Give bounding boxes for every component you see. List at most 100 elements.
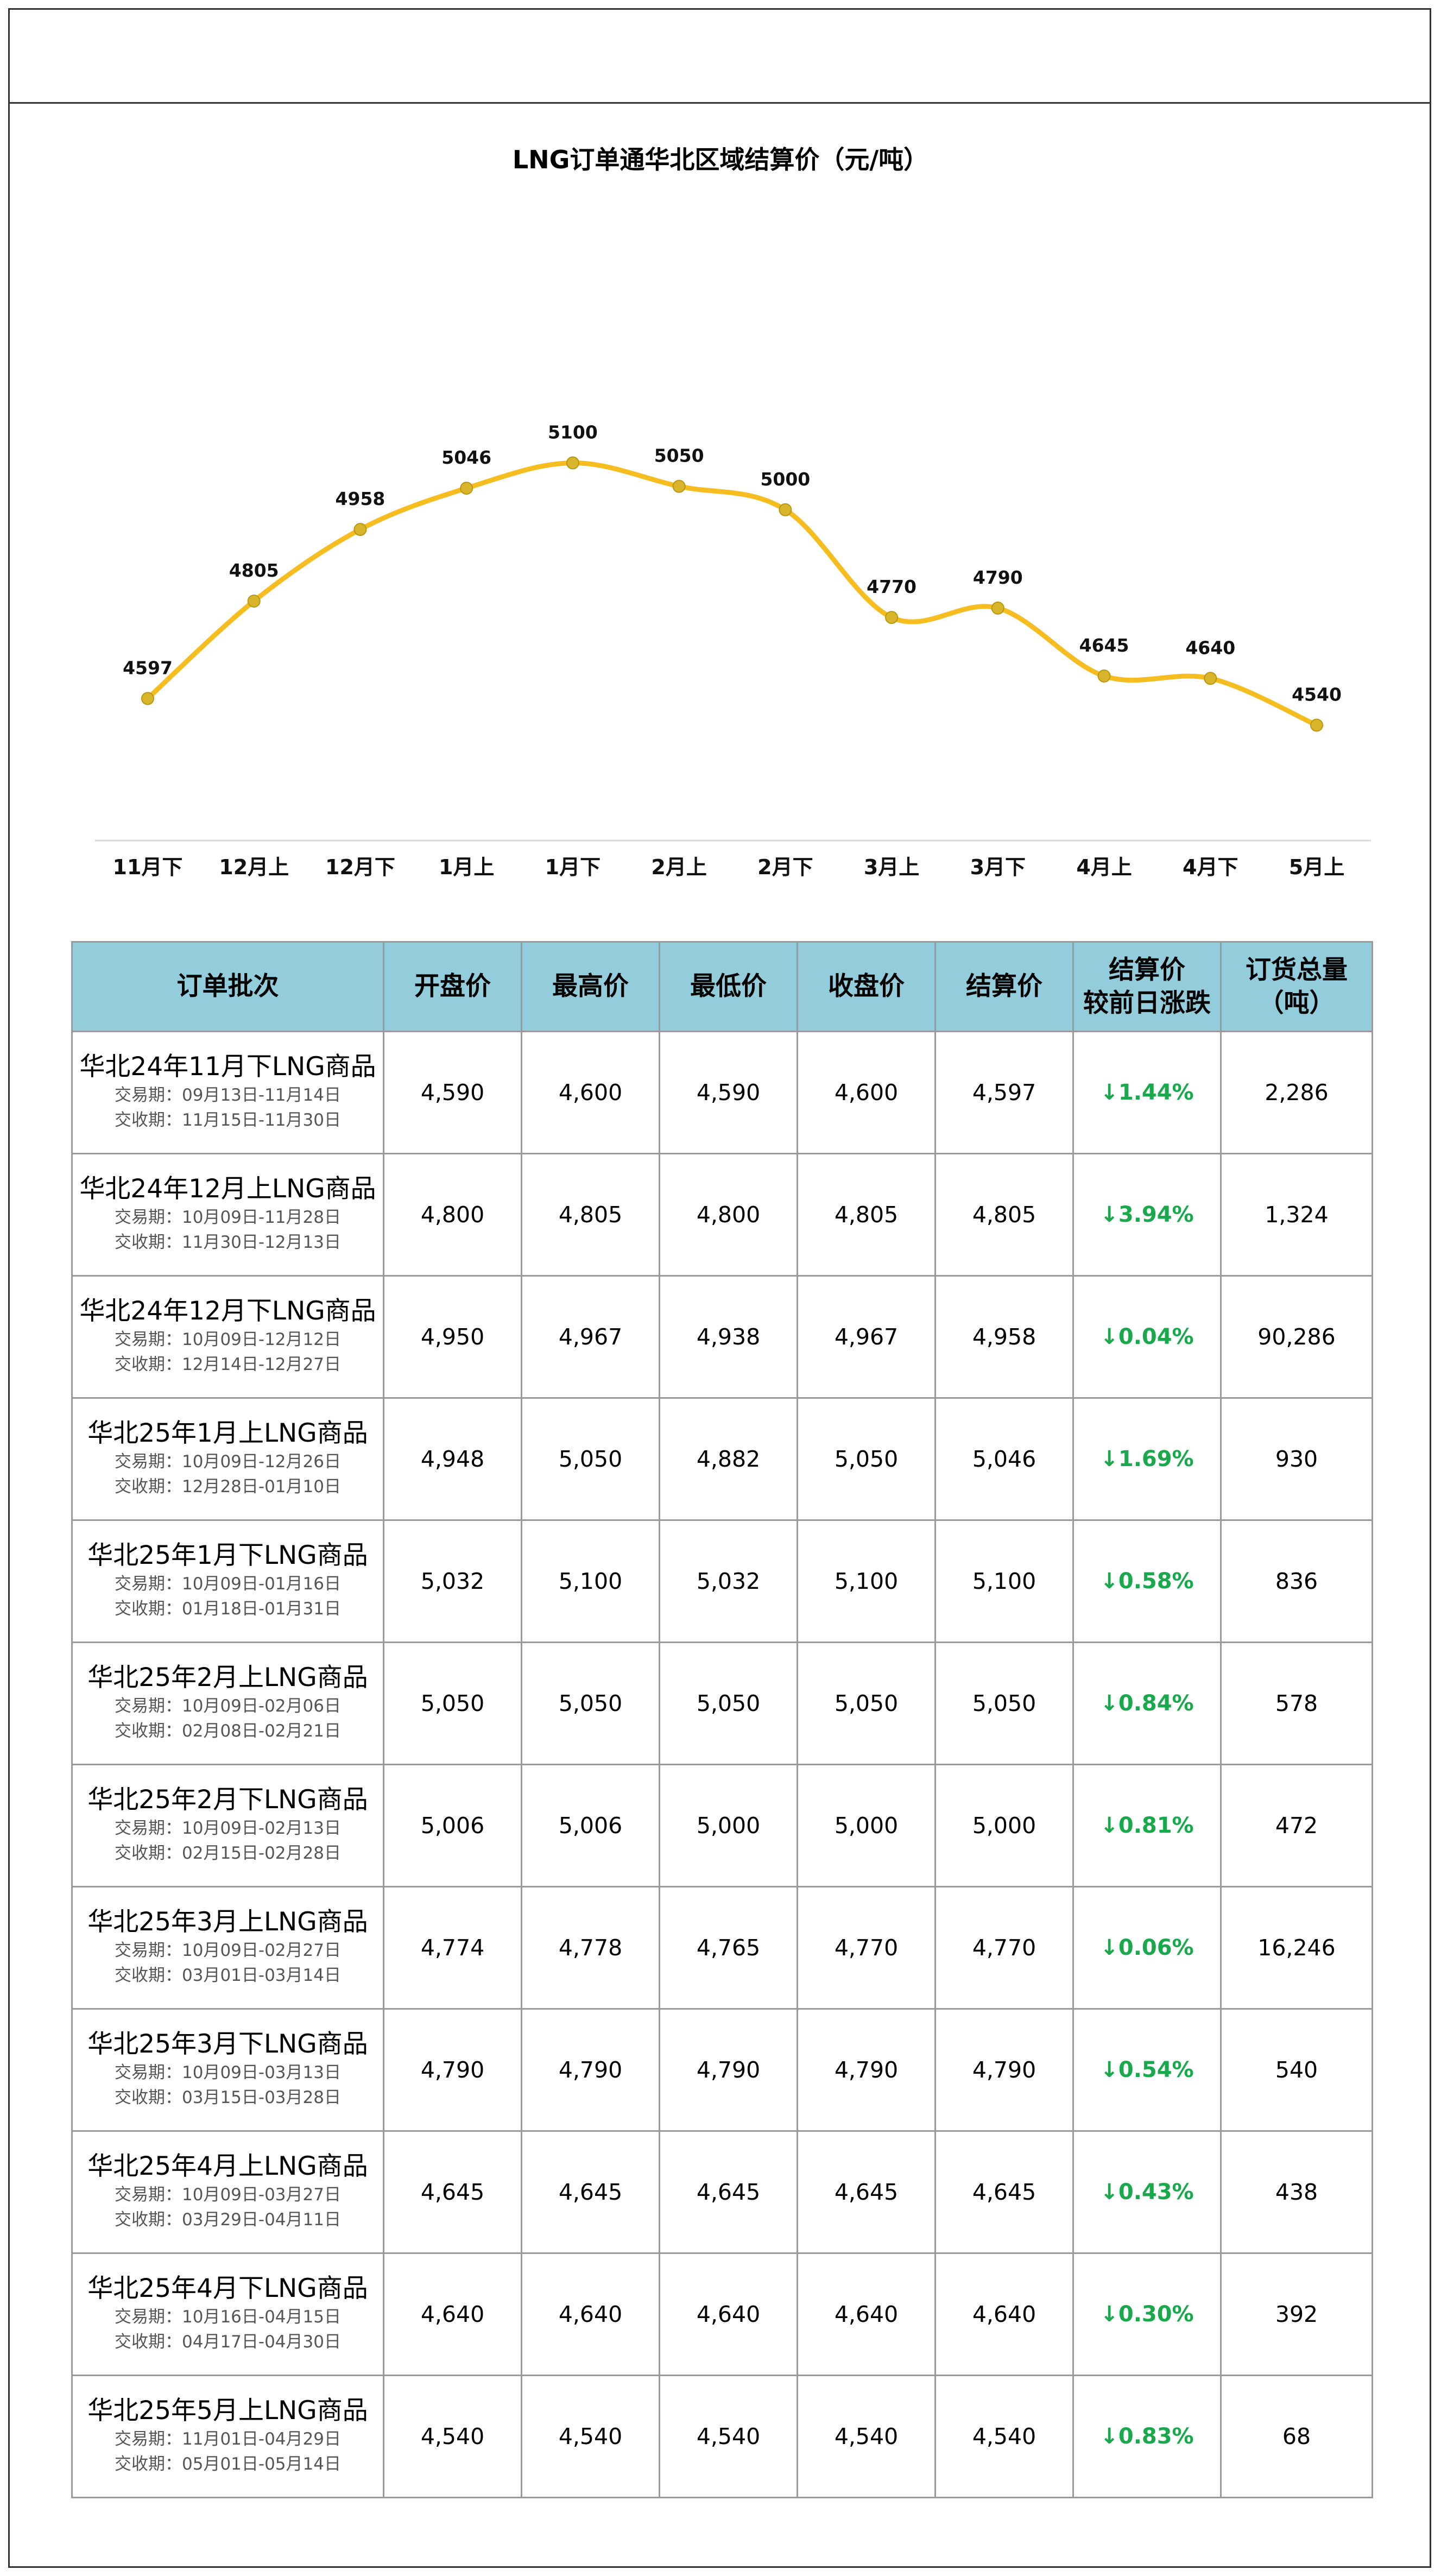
table-row: 华北25年4月上LNG商品 交易期：10月09日-03月27日 交收期：03月29日… [71, 2130, 1373, 2254]
volume-cell: 540 [1220, 2008, 1373, 2132]
close-price-cell: 4,770 [797, 1886, 936, 2010]
settle-price-cell: 4,597 [934, 1031, 1074, 1154]
trade-period: 交易期：10月16日-04月15日 [115, 2307, 341, 2327]
col-header-batch: 订单批次 [71, 941, 384, 1032]
volume-cell: 472 [1220, 1764, 1373, 1887]
close-price-cell: 5,100 [797, 1519, 936, 1643]
col-header-change: 结算价 较前日涨跌 [1072, 941, 1222, 1032]
close-price-cell: 4,540 [797, 2375, 936, 2498]
data-point [141, 692, 154, 705]
settle-price-cell: 4,790 [934, 2008, 1074, 2132]
trade-period: 交易期：10月09日-02月27日 [115, 1940, 341, 1960]
delivery-period: 交收期：12月14日-12月27日 [115, 1355, 341, 1375]
table-row: 华北25年3月下LNG商品 交易期：10月09日-03月13日 交收期：03月15日… [71, 2008, 1373, 2132]
volume-cell: 438 [1220, 2130, 1373, 2254]
change-cell: ↓0.83% [1072, 2375, 1222, 2498]
trade-period: 交易期：11月01日-04月29日 [115, 2429, 341, 2449]
x-tick-label: 4月上 [1076, 855, 1132, 879]
volume-cell: 1,324 [1220, 1153, 1373, 1277]
settle-price-cell: 5,100 [934, 1519, 1074, 1643]
high-price-cell: 4,640 [521, 2252, 660, 2376]
open-price-cell: 5,032 [383, 1519, 522, 1643]
batch-name: 华北25年5月上LNG商品 [87, 2396, 368, 2426]
col-header-volume: 订货总量 （吨） [1220, 941, 1373, 1032]
batch-cell: 华北24年12月下LNG商品 交易期：10月09日-12月12日 交收期：12月14… [71, 1275, 384, 1399]
line-chart: 4597 4805 4958 5046 5100 5050 5000 4770 4790 4645… [95, 422, 1371, 879]
data-point [779, 503, 792, 516]
volume-cell: 930 [1220, 1397, 1373, 1521]
close-price-cell: 5,050 [797, 1397, 936, 1521]
settle-price-cell: 4,645 [934, 2130, 1074, 2254]
open-price-cell: 4,540 [383, 2375, 522, 2498]
volume-cell: 578 [1220, 1641, 1373, 1765]
trade-period: 交易期：10月09日-12月26日 [115, 1451, 341, 1472]
table-row: 华北24年12月上LNG商品 交易期：10月09日-11月28日 交收期：11月30… [71, 1153, 1373, 1277]
x-tick-label: 5月上 [1289, 855, 1344, 879]
high-price-cell: 4,967 [521, 1275, 660, 1399]
settle-price-cell: 4,640 [934, 2252, 1074, 2376]
x-tick-label: 12月上 [219, 855, 289, 879]
trade-period: 交易期：10月09日-12月12日 [115, 1329, 341, 1349]
series-line [145, 460, 1319, 728]
low-price-cell: 4,800 [659, 1153, 798, 1277]
low-price-cell: 4,765 [659, 1886, 798, 2010]
high-price-cell: 5,006 [521, 1764, 660, 1887]
close-price-cell: 4,805 [797, 1153, 936, 1277]
trade-period: 交易期：09月13日-11月14日 [115, 1085, 341, 1105]
delivery-period: 交收期：04月17日-04月30日 [115, 2332, 341, 2352]
batch-cell: 华北25年3月上LNG商品 交易期：10月09日-02月27日 交收期：03月01日… [71, 1886, 384, 2010]
table-row: 华北25年2月下LNG商品 交易期：10月09日-02月13日 交收期：02月15日… [71, 1764, 1373, 1887]
batch-cell: 华北25年3月下LNG商品 交易期：10月09日-03月13日 交收期：03月15日… [71, 2008, 384, 2132]
batch-name: 华北25年2月下LNG商品 [87, 1785, 368, 1815]
settle-price-cell: 4,958 [934, 1275, 1074, 1399]
low-price-cell: 4,882 [659, 1397, 798, 1521]
change-cell: ↓0.81% [1072, 1764, 1222, 1887]
data-point [460, 482, 473, 495]
delivery-period: 交收期：03月29日-04月11日 [115, 2210, 341, 2230]
batch-cell: 华北25年1月下LNG商品 交易期：10月09日-01月16日 交收期：01月18日… [71, 1519, 384, 1643]
x-tick-label: 1月上 [439, 855, 494, 879]
batch-name: 华北25年4月上LNG商品 [87, 2151, 368, 2182]
open-price-cell: 4,590 [383, 1031, 522, 1154]
x-tick-label: 3月下 [970, 855, 1026, 879]
col-header-low: 最低价 [659, 941, 798, 1032]
settle-price-cell: 4,805 [934, 1153, 1074, 1277]
change-cell: ↓0.58% [1072, 1519, 1222, 1643]
data-point [247, 594, 261, 608]
high-price-cell: 4,778 [521, 1886, 660, 2010]
high-price-cell: 4,600 [521, 1031, 660, 1154]
x-tick-label: 1月下 [545, 855, 601, 879]
data-point [991, 601, 1004, 615]
low-price-cell: 5,050 [659, 1641, 798, 1765]
high-price-cell: 5,050 [521, 1397, 660, 1521]
batch-cell: 华北25年4月下LNG商品交易期：10月16日-04月15日 交收期：04月17日… [71, 2252, 384, 2376]
batch-name: 华北24年12月下LNG商品 [79, 1296, 376, 1327]
data-label: 4958 [336, 488, 385, 509]
open-price-cell: 4,645 [383, 2130, 522, 2254]
batch-cell: 华北25年5月上LNG商品交易期：11月01日-04月29日 交收期：05月01日… [71, 2375, 384, 2498]
page-frame [8, 8, 1431, 2568]
delivery-period: 交收期：11月15日-11月30日 [115, 1110, 341, 1131]
table-row: 华北25年1月下LNG商品 交易期：10月09日-01月16日 交收期：01月18日… [71, 1519, 1373, 1643]
delivery-period: 交收期：05月01日-05月14日 [115, 2454, 341, 2474]
x-tick-label: 3月上 [864, 855, 919, 879]
batch-name: 华北25年4月下LNG商品 [87, 2274, 368, 2304]
open-price-cell: 4,950 [383, 1275, 522, 1399]
open-price-cell: 4,948 [383, 1397, 522, 1521]
data-label: 4540 [1292, 684, 1342, 705]
x-tick-label: 2月上 [651, 855, 706, 879]
data-label: 5046 [441, 447, 491, 468]
batch-cell: 华北25年1月上LNG商品 交易期：10月09日-12月26日 交收期：12月28日… [71, 1397, 384, 1521]
close-price-cell: 4,640 [797, 2252, 936, 2376]
low-price-cell: 4,540 [659, 2375, 798, 2498]
data-point [353, 522, 367, 536]
open-price-cell: 4,800 [383, 1153, 522, 1277]
batch-name: 华北25年3月上LNG商品 [87, 1907, 368, 1937]
data-point [1097, 669, 1111, 683]
volume-cell: 2,286 [1220, 1031, 1373, 1154]
trade-period: 交易期：10月09日-02月13日 [115, 1818, 341, 1838]
data-label: 4640 [1185, 637, 1235, 658]
data-label: 4645 [1079, 635, 1129, 656]
high-price-cell: 4,540 [521, 2375, 660, 2498]
low-price-cell: 4,645 [659, 2130, 798, 2254]
